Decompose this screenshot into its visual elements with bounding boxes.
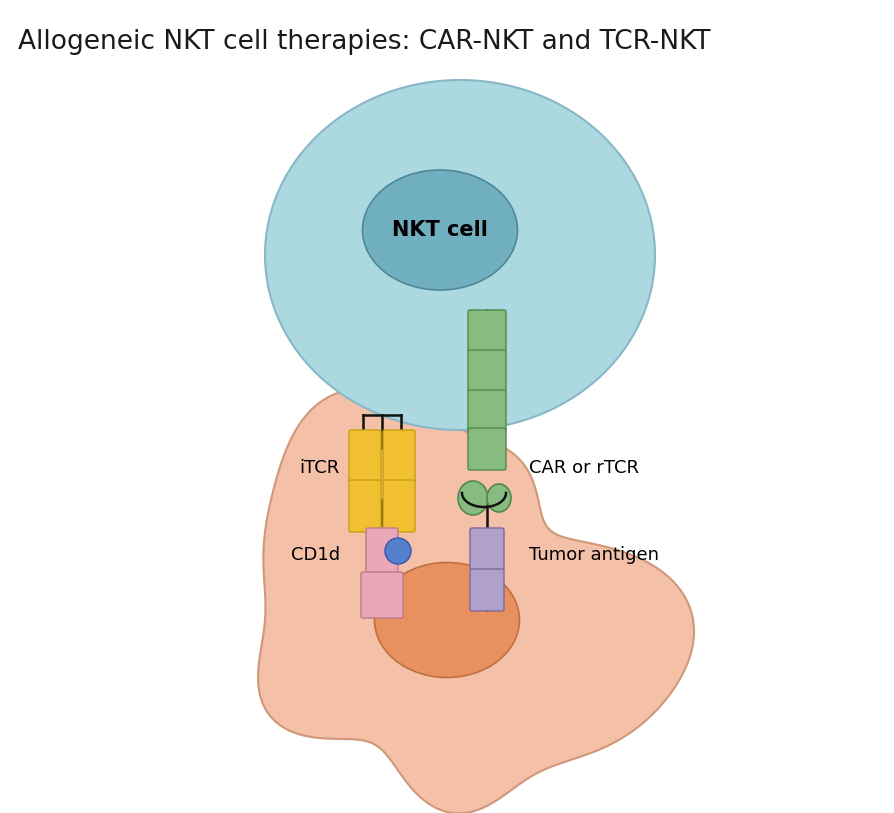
FancyBboxPatch shape	[468, 310, 505, 352]
Text: CD1d: CD1d	[291, 546, 340, 564]
FancyBboxPatch shape	[468, 428, 505, 470]
Text: Allogeneic NKT cell therapies: CAR-NKT and TCR-NKT: Allogeneic NKT cell therapies: CAR-NKT a…	[18, 29, 710, 55]
Text: Tumor antigen: Tumor antigen	[528, 546, 658, 564]
Polygon shape	[257, 389, 693, 813]
FancyBboxPatch shape	[469, 528, 503, 570]
Text: CAR or rTCR: CAR or rTCR	[528, 459, 638, 477]
FancyBboxPatch shape	[469, 569, 503, 611]
Text: iTCR: iTCR	[299, 459, 340, 477]
Ellipse shape	[458, 481, 487, 515]
FancyBboxPatch shape	[383, 480, 415, 532]
FancyBboxPatch shape	[383, 430, 415, 482]
FancyBboxPatch shape	[349, 480, 381, 532]
FancyBboxPatch shape	[349, 430, 381, 482]
FancyBboxPatch shape	[366, 528, 398, 574]
Ellipse shape	[374, 563, 519, 677]
FancyBboxPatch shape	[468, 350, 505, 392]
Ellipse shape	[486, 484, 510, 512]
Ellipse shape	[362, 170, 517, 290]
Ellipse shape	[265, 80, 654, 430]
FancyBboxPatch shape	[468, 390, 505, 432]
Circle shape	[384, 538, 410, 564]
Text: NKT cell: NKT cell	[392, 220, 487, 240]
FancyBboxPatch shape	[360, 572, 402, 618]
